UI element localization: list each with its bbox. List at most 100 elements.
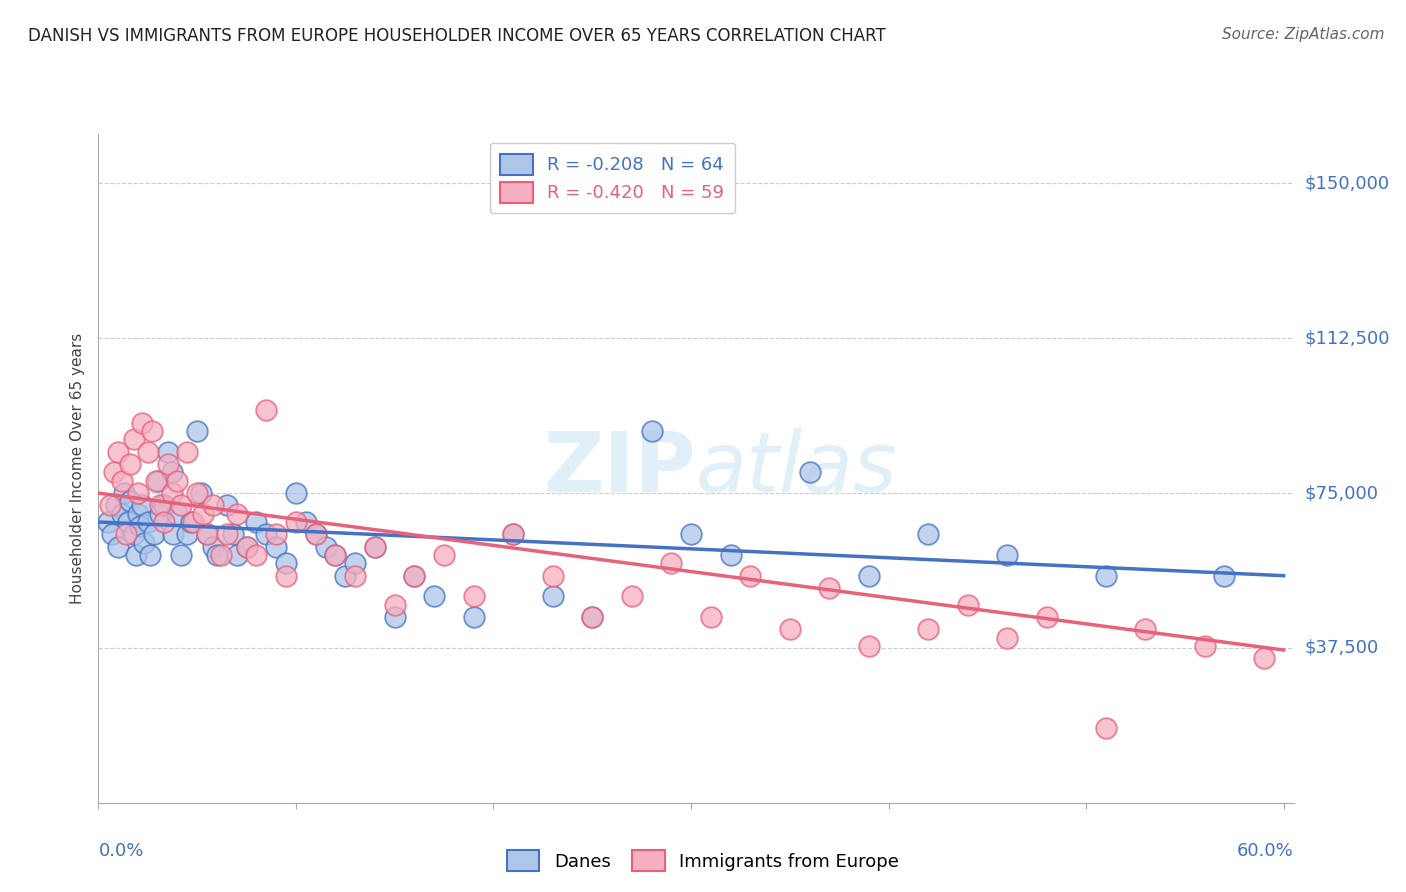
Point <box>1253 651 1275 665</box>
Point <box>152 499 174 513</box>
Legend: R = -0.208   N = 64, R = -0.420   N = 59: R = -0.208 N = 64, R = -0.420 N = 59 <box>489 143 735 213</box>
Point <box>180 515 202 529</box>
Point <box>107 444 129 458</box>
Point <box>344 556 367 570</box>
Point <box>186 424 208 438</box>
Text: DANISH VS IMMIGRANTS FROM EUROPE HOUSEHOLDER INCOME OVER 65 YEARS CORRELATION CH: DANISH VS IMMIGRANTS FROM EUROPE HOUSEHO… <box>28 27 886 45</box>
Point <box>1095 722 1118 736</box>
Point <box>122 433 145 447</box>
Point <box>235 540 257 554</box>
Point <box>235 540 257 554</box>
Point <box>423 590 446 604</box>
Point <box>117 515 139 529</box>
Text: ZIP: ZIP <box>544 428 696 508</box>
Point <box>284 515 307 529</box>
Point <box>215 527 238 541</box>
Point <box>107 540 129 554</box>
Point <box>122 527 145 541</box>
Point <box>305 527 328 541</box>
Point <box>98 499 121 513</box>
Point <box>146 474 169 488</box>
Point <box>118 494 141 508</box>
Point <box>131 416 153 430</box>
Point <box>1035 610 1057 624</box>
Text: atlas: atlas <box>696 428 897 508</box>
Point <box>141 424 163 438</box>
Point <box>274 556 297 570</box>
Point <box>344 568 367 582</box>
Point <box>101 527 124 541</box>
Point <box>325 548 347 562</box>
Point <box>139 548 162 562</box>
Point <box>132 535 155 549</box>
Point <box>264 527 287 541</box>
Point <box>364 540 387 554</box>
Point <box>315 540 337 554</box>
Point <box>700 610 723 624</box>
Point <box>111 474 134 488</box>
Point <box>659 556 682 570</box>
Point <box>384 610 406 624</box>
Point <box>205 548 228 562</box>
Point <box>254 403 277 417</box>
Point <box>995 631 1018 645</box>
Point <box>502 527 524 541</box>
Point <box>541 568 564 582</box>
Point <box>166 474 188 488</box>
Y-axis label: Householder Income Over 65 years: Householder Income Over 65 years <box>70 333 86 604</box>
Point <box>111 507 134 521</box>
Text: $75,000: $75,000 <box>1305 484 1379 502</box>
Point <box>118 457 141 471</box>
Point <box>195 527 218 541</box>
Point <box>740 568 762 582</box>
Point <box>581 610 603 624</box>
Point <box>858 568 880 582</box>
Point <box>176 444 198 458</box>
Point <box>384 598 406 612</box>
Point <box>245 515 267 529</box>
Point <box>97 515 120 529</box>
Point <box>160 486 183 500</box>
Point <box>640 424 662 438</box>
Point <box>201 540 224 554</box>
Point <box>145 474 167 488</box>
Point <box>170 548 193 562</box>
Point <box>186 486 208 500</box>
Point <box>176 527 198 541</box>
Point <box>127 486 149 500</box>
Point <box>190 486 212 500</box>
Point <box>181 515 204 529</box>
Point <box>404 568 426 582</box>
Point <box>274 568 297 582</box>
Point <box>463 610 485 624</box>
Point <box>917 527 939 541</box>
Point <box>136 444 159 458</box>
Point <box>305 527 328 541</box>
Point <box>131 499 153 513</box>
Point <box>620 590 643 604</box>
Point <box>245 548 267 562</box>
Point <box>160 466 183 480</box>
Text: 0.0%: 0.0% <box>98 842 143 860</box>
Point <box>799 466 821 480</box>
Point <box>1135 623 1157 637</box>
Point <box>156 444 179 458</box>
Point <box>156 457 179 471</box>
Point <box>335 568 357 582</box>
Legend: Danes, Immigrants from Europe: Danes, Immigrants from Europe <box>499 843 907 879</box>
Point <box>127 507 149 521</box>
Point <box>215 499 238 513</box>
Point <box>125 548 148 562</box>
Point <box>209 548 232 562</box>
Point <box>264 540 287 554</box>
Point <box>463 590 485 604</box>
Point <box>162 527 184 541</box>
Point <box>170 499 193 513</box>
Point <box>142 527 165 541</box>
Point <box>325 548 347 562</box>
Point <box>917 623 939 637</box>
Point <box>404 568 426 582</box>
Point <box>502 527 524 541</box>
Point <box>679 527 702 541</box>
Text: $150,000: $150,000 <box>1305 174 1389 193</box>
